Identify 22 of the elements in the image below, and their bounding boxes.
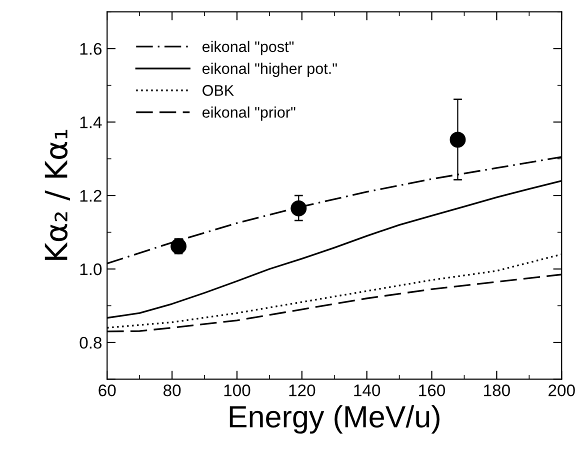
point bbox=[450, 132, 466, 148]
x-tick-label: 180 bbox=[484, 384, 510, 396]
x-tick-label: 140 bbox=[354, 384, 380, 396]
point bbox=[170, 238, 187, 254]
y-tick-label: 1.6 bbox=[80, 42, 102, 55]
x-tick-label: 60 bbox=[98, 384, 116, 396]
y-tick-label: 1.0 bbox=[80, 263, 102, 276]
legend-label: eikonal "higher pot." bbox=[202, 62, 337, 77]
legend-label: OBK bbox=[202, 85, 234, 96]
x-tick-label: 160 bbox=[419, 384, 446, 396]
y-tick-label: 1.2 bbox=[80, 190, 102, 202]
legend-label: eikonal "prior" bbox=[202, 106, 296, 121]
y-axis-title: Kα₂ / Kα₁ bbox=[44, 130, 70, 260]
x-tick-label: 120 bbox=[289, 384, 316, 396]
point bbox=[290, 200, 307, 216]
x-tick-label: 100 bbox=[224, 384, 250, 396]
y-tick-label: 0.8 bbox=[80, 336, 102, 349]
x-tick-label: 80 bbox=[164, 384, 181, 396]
x-tick-label: 200 bbox=[548, 384, 575, 396]
y-tick-label: 1.4 bbox=[80, 116, 102, 128]
legend-label: eikonal "post" bbox=[202, 40, 294, 56]
x-axis-title: Energy (MeV/u) bbox=[230, 405, 440, 434]
